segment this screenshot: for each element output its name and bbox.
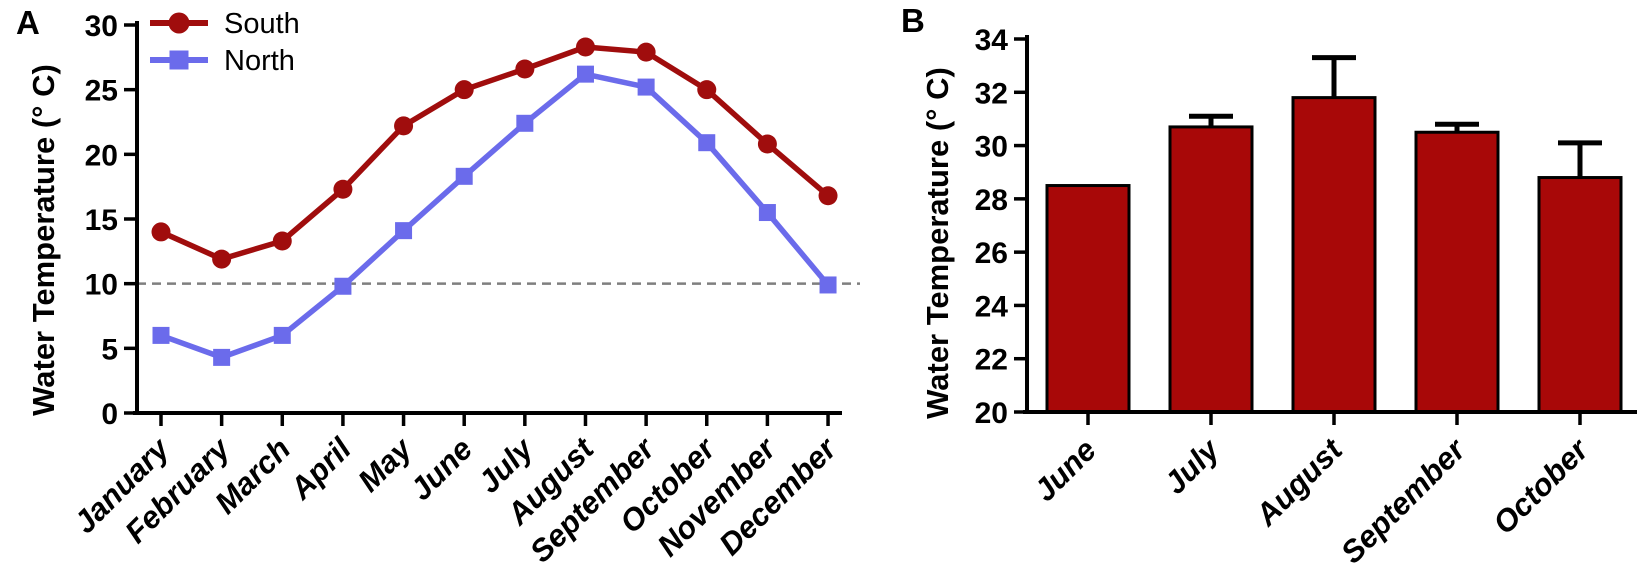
- y-tick-label: 28: [975, 184, 1008, 217]
- y-tick-label: 22: [975, 344, 1008, 377]
- data-point-marker: [151, 222, 171, 242]
- y-tick-label: 15: [85, 204, 118, 237]
- panel-a-label: A: [16, 4, 40, 41]
- data-point-marker: [395, 222, 413, 240]
- y-tick-label: 30: [975, 131, 1008, 164]
- series-south: [151, 37, 838, 269]
- data-point-marker: [758, 204, 776, 222]
- bar-june: [1045, 184, 1131, 414]
- data-point-marker: [818, 186, 838, 206]
- data-point-marker: [394, 116, 414, 136]
- x-tick-group: JanuaryFebruaryMarchAprilMayJuneJulyAugu…: [67, 413, 844, 564]
- data-point-marker: [637, 78, 655, 96]
- data-point-marker: [213, 348, 231, 366]
- data-point-marker: [272, 231, 292, 251]
- x-tick-label: June: [1027, 432, 1103, 508]
- y-tick-label: 10: [85, 269, 118, 302]
- y-tick-label: 20: [975, 397, 1008, 430]
- x-tick-label: August: [1248, 431, 1350, 533]
- y-tick-label: 30: [85, 10, 118, 43]
- y-tick-label: 34: [975, 24, 1009, 57]
- bar-september: [1414, 130, 1500, 414]
- y-tick-group: 20 22 24 26 28 30 32 34: [975, 24, 1027, 430]
- bar-october: [1537, 176, 1623, 414]
- monthly-line-chart: 0 5 10 15 20 25 30 JanuaryFebruaryMarchAprilMay…: [26, 8, 860, 564]
- y-tick-label: 26: [975, 237, 1008, 270]
- bar-august: [1291, 96, 1377, 414]
- data-point-marker: [819, 276, 837, 294]
- error-bar: [1435, 121, 1479, 133]
- data-point-marker: [698, 134, 716, 152]
- data-point-marker: [697, 80, 717, 100]
- data-point-marker: [273, 326, 291, 344]
- series-line: [160, 71, 831, 361]
- legend-label: South: [224, 8, 300, 40]
- error-bar: [1558, 140, 1602, 178]
- series-north: [152, 65, 837, 366]
- legend: South North: [150, 8, 300, 77]
- error-bar: [1189, 113, 1233, 127]
- y-tick-group: 0 5 10 15 20 25 30: [85, 10, 137, 431]
- error-bar: [1312, 55, 1356, 98]
- x-tick-label: September: [1334, 431, 1473, 564]
- legend-circle-marker: [168, 12, 190, 34]
- y-tick-label: 5: [101, 333, 118, 366]
- data-point-marker: [333, 179, 353, 199]
- series-line: [159, 44, 830, 262]
- y-tick-label: 25: [85, 75, 118, 108]
- data-point-marker: [757, 134, 777, 154]
- data-point-marker: [515, 59, 535, 79]
- data-point-marker: [334, 277, 352, 295]
- bar-group: [1045, 55, 1623, 414]
- y-tick-label: 24: [975, 290, 1009, 323]
- x-tick-label: June: [403, 431, 479, 507]
- data-point-marker: [454, 80, 474, 100]
- data-point-marker: [516, 114, 534, 132]
- y-tick-label: 32: [975, 77, 1008, 110]
- y-axis-title: Water Temperature (° C): [920, 67, 955, 419]
- axes: [1023, 35, 1637, 414]
- x-tick-label: October: [1486, 431, 1596, 541]
- x-tick-label: April: [282, 430, 358, 506]
- y-axis-title: Water Temperature (° C): [26, 64, 61, 416]
- legend-square-marker: [169, 50, 189, 70]
- data-point-marker: [455, 167, 473, 185]
- panel-b-label: B: [901, 2, 925, 39]
- data-point-marker: [636, 42, 656, 62]
- legend-label: North: [224, 45, 295, 77]
- y-tick-label: 20: [85, 139, 118, 172]
- legend-item-north: North: [150, 45, 295, 77]
- data-point-marker: [576, 65, 594, 83]
- bar-july: [1168, 125, 1254, 414]
- data-point-marker: [575, 37, 595, 57]
- legend-item-south: South: [150, 8, 300, 40]
- x-tick-label: July: [1157, 431, 1227, 501]
- data-point-marker: [152, 326, 170, 344]
- y-tick-label: 0: [101, 398, 118, 431]
- data-point-marker: [212, 249, 232, 269]
